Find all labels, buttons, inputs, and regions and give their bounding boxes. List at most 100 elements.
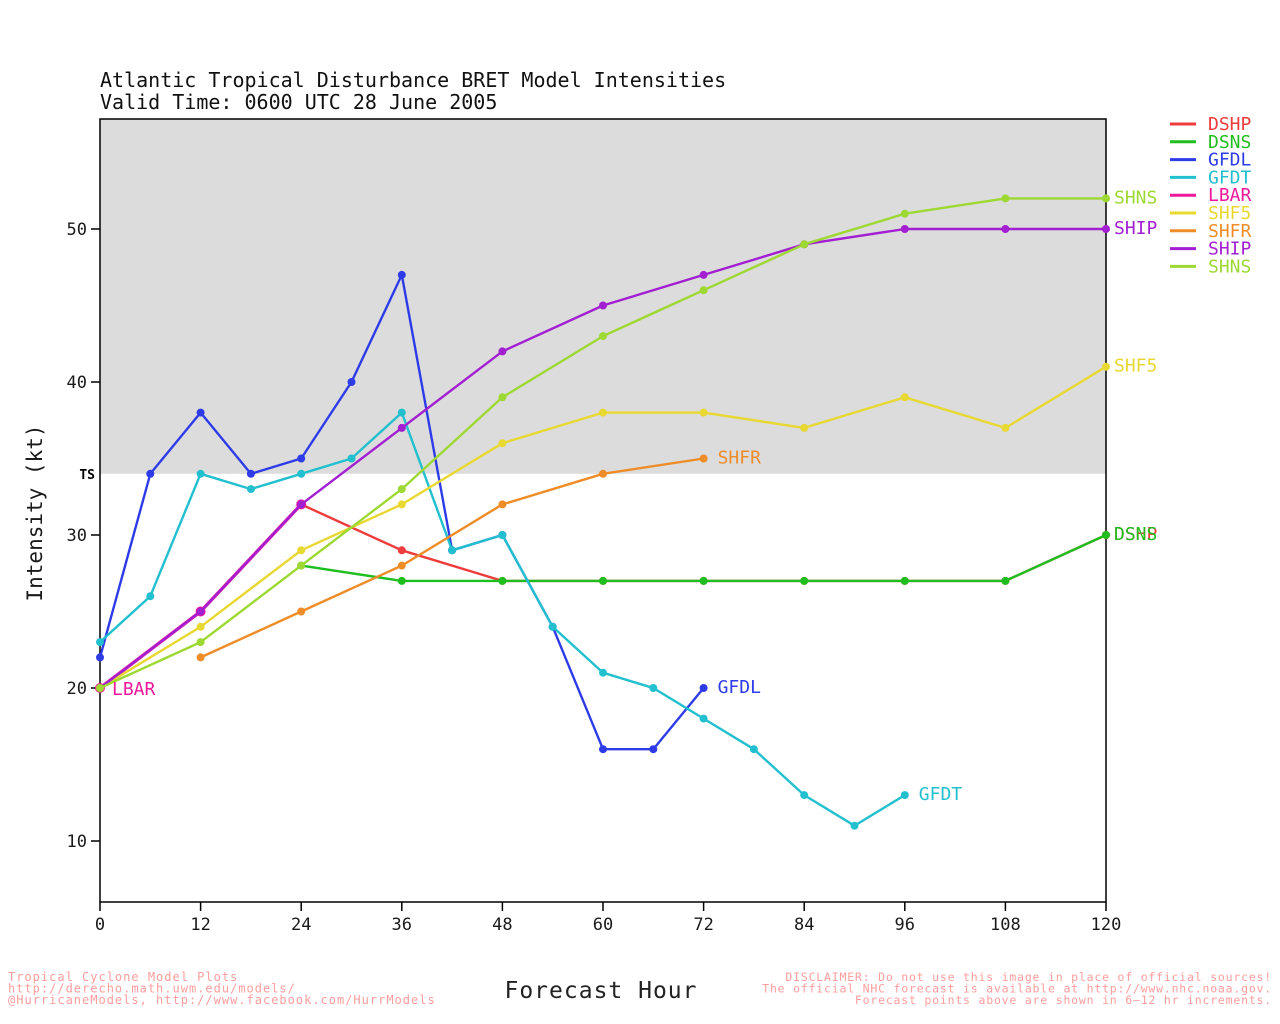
- x-tick-label: 24: [291, 915, 311, 935]
- legend-label-SHNS: SHNS: [1208, 256, 1251, 277]
- data-point-SHIP: [196, 607, 205, 616]
- annotation-GFDT: GFDT: [919, 784, 963, 805]
- footer-disclaimer-line: Forecast points above are shown in 6–12 …: [855, 993, 1272, 1007]
- data-point-SHF5: [800, 423, 809, 432]
- data-point-GFDL: [397, 270, 406, 279]
- x-tick-label: 84: [794, 915, 814, 935]
- data-point-DSNS: [800, 576, 809, 585]
- x-tick-label: 48: [492, 915, 512, 935]
- data-point-GFDL: [347, 378, 356, 386]
- legend-label-SHIP: SHIP: [1208, 239, 1252, 260]
- annotation-DSHP: DSHP: [1114, 524, 1158, 545]
- annotation-DSNS: DSNS: [1114, 524, 1157, 545]
- data-point-SHIP: [599, 301, 607, 310]
- data-point-GFDL: [96, 653, 104, 662]
- data-point-DSNS: [397, 576, 406, 585]
- y-tick-label: 40: [67, 373, 87, 393]
- legend-label-GFDT: GFDT: [1208, 167, 1252, 188]
- data-point-GFDT: [347, 454, 356, 463]
- footer: Tropical Cyclone Model Plotshttp://derec…: [8, 970, 1272, 1007]
- annotation-SHNS: SHNS: [1114, 187, 1157, 208]
- data-point-SHFR: [498, 500, 507, 509]
- data-point-DSNS: [699, 576, 708, 585]
- series-line-DSNS: [301, 533, 1107, 583]
- series-lines: [95, 194, 1110, 830]
- data-point-GFDL: [297, 454, 306, 463]
- data-point-DSNS: [1102, 531, 1110, 539]
- data-point-SHNS: [96, 684, 104, 692]
- data-point-SHIP: [1001, 225, 1010, 233]
- x-tick-label: 96: [895, 915, 915, 935]
- ts-band-rect: [100, 119, 1106, 474]
- data-point-GFDT: [498, 531, 507, 539]
- data-point-DSNS: [599, 576, 607, 585]
- data-point-GFDT: [246, 485, 255, 494]
- data-point-SHFR: [699, 454, 708, 463]
- data-point-GFDT: [448, 546, 457, 555]
- data-point-SHF5: [599, 408, 607, 417]
- data-point-GFDT: [800, 791, 809, 800]
- data-point-SHNS: [599, 332, 607, 341]
- x-tick-label: 108: [990, 915, 1021, 935]
- ts-shaded-band: [100, 119, 1106, 474]
- footer-credit-line: @HurricaneModels, http://www.facebook.co…: [8, 993, 436, 1007]
- data-point-SHFR: [397, 561, 406, 570]
- footer-disclaimer-line: DISCLAIMER: Do not use this image in pla…: [785, 970, 1272, 984]
- data-point-GFDT: [96, 638, 104, 647]
- data-point-SHIP: [397, 423, 406, 432]
- legend-label-LBAR: LBAR: [1208, 185, 1252, 206]
- x-tick-label: 60: [593, 915, 613, 935]
- data-point-SHF5: [699, 408, 708, 417]
- annotation-LBAR: LBAR: [112, 679, 156, 700]
- data-point-SHIP: [1102, 225, 1110, 233]
- data-point-GFDT: [649, 684, 658, 692]
- legend-label-DSHP: DSHP: [1208, 114, 1252, 135]
- x-tick-label: 12: [190, 915, 210, 935]
- data-point-GFDL: [699, 684, 708, 692]
- series-line-DSHP: [300, 503, 1107, 583]
- data-point-GFDT: [699, 714, 708, 723]
- data-point-SHNS: [800, 240, 809, 249]
- data-point-GFDT: [749, 745, 758, 754]
- data-point-SHNS: [498, 393, 507, 402]
- data-point-SHF5: [397, 500, 406, 509]
- legend-label-GFDL: GFDL: [1208, 150, 1252, 171]
- data-point-SHF5: [1102, 362, 1110, 371]
- y-tick-label: 20: [67, 679, 87, 699]
- footer-disclaimer-line: The official NHC forecast is available a…: [762, 982, 1272, 996]
- data-point-GFDT: [599, 668, 607, 677]
- annotation-SHF5: SHF5: [1114, 356, 1157, 377]
- y-axis-label: Intensity (kt): [23, 424, 47, 601]
- plot-frame: 0 12 24 36 48 60 72 84 96 108 120 10 20 30 40 50: [67, 118, 1121, 935]
- data-point-SHNS: [1102, 194, 1110, 203]
- data-point-SHFR: [297, 607, 306, 616]
- x-tick-label: 72: [693, 915, 713, 935]
- data-point-GFDL: [196, 408, 205, 417]
- x-tick-label: 0: [95, 915, 105, 935]
- data-point-SHF5: [196, 622, 205, 631]
- data-point-SHNS: [699, 286, 708, 295]
- chart-title: Atlantic Tropical Disturbance BRET Model…: [100, 68, 726, 92]
- data-point-SHFR: [196, 653, 205, 662]
- footer-credit-line: http://derecho.math.uwm.edu/models/: [8, 982, 296, 996]
- legend-label-SHF5: SHF5: [1208, 203, 1251, 224]
- data-point-GFDT: [146, 592, 155, 601]
- data-point-SHNS: [397, 485, 406, 494]
- data-point-SHNS: [1001, 194, 1010, 203]
- data-point-DSHP: [397, 546, 406, 555]
- data-point-SHIP: [297, 500, 306, 509]
- data-point-GFDT: [850, 821, 859, 830]
- legend-label-DSNS: DSNS: [1208, 132, 1251, 153]
- y-tick-label: 50: [67, 220, 87, 240]
- annotation-SHFR: SHFR: [718, 448, 762, 469]
- data-point-GFDL: [246, 469, 255, 478]
- data-point-GFDL: [599, 745, 607, 754]
- series-line-GFDT: [99, 411, 906, 827]
- data-point-GFDL: [146, 469, 155, 478]
- data-point-GFDT: [900, 791, 909, 800]
- annotation-SHIP: SHIP: [1114, 218, 1158, 239]
